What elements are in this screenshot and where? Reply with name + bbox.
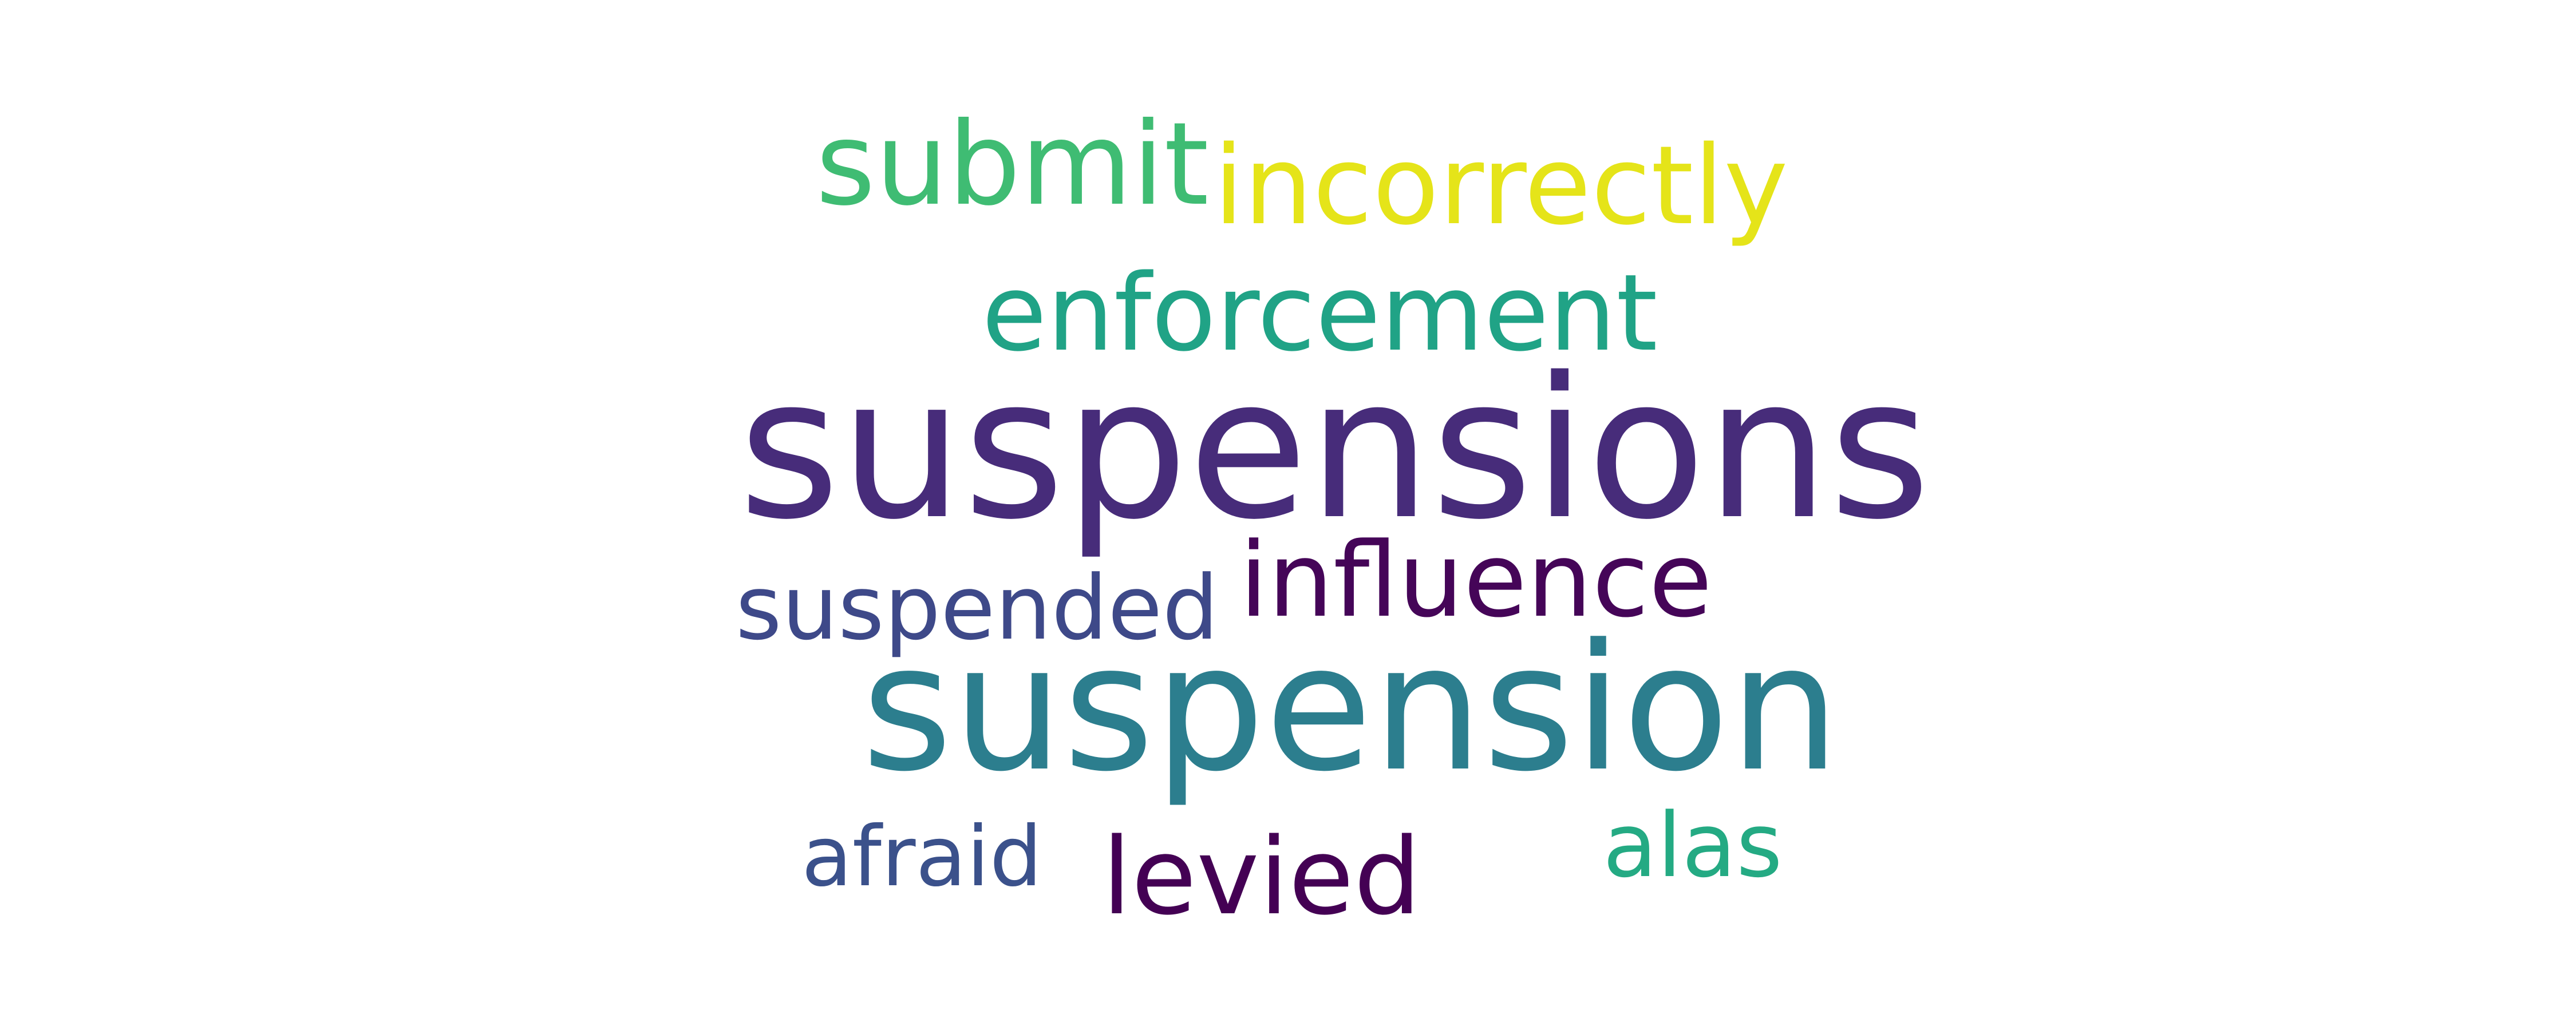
word-suspension: suspension <box>862 607 1840 810</box>
word-submit: submit <box>816 98 1209 231</box>
word-suspended: suspended <box>736 556 1219 660</box>
word-alas: alas <box>1603 794 1783 897</box>
word-levied: levied <box>1102 815 1421 938</box>
word-incorrectly: incorrectly <box>1214 122 1788 249</box>
word-suspensions: suspensions <box>738 336 1931 562</box>
word-afraid: afraid <box>801 809 1042 905</box>
word-enforcement: enforcement <box>982 251 1658 375</box>
word-influence: influence <box>1239 521 1713 640</box>
